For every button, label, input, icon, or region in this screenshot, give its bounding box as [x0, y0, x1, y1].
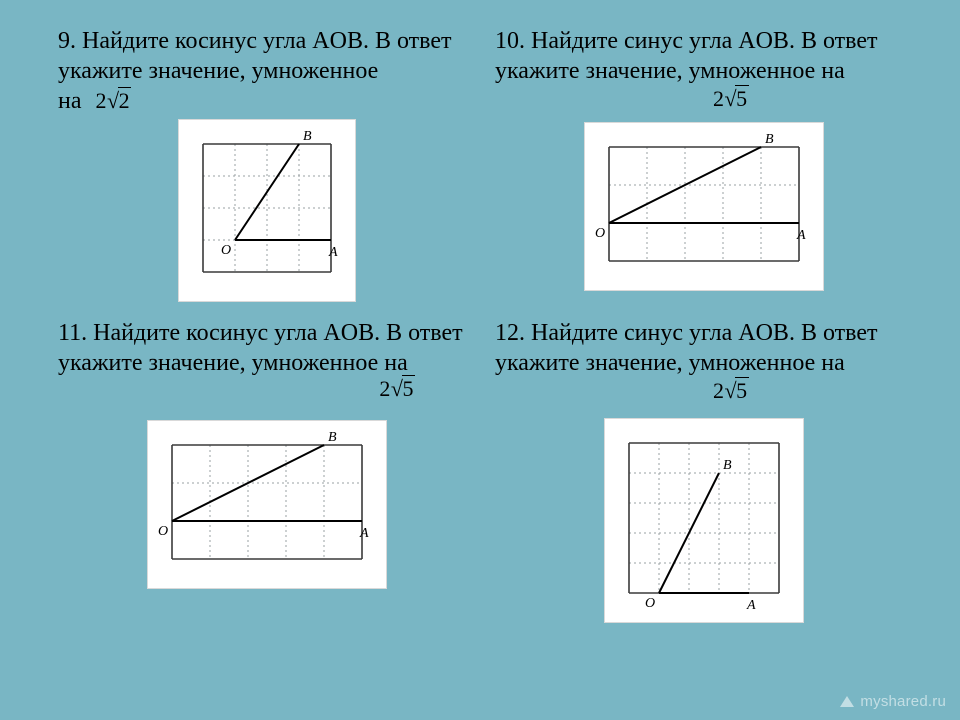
problem-10-figure-wrap: O A B	[495, 122, 912, 291]
problem-10-multiplier: 2√5	[713, 86, 912, 112]
svg-text:O: O	[595, 226, 605, 241]
problem-11-figure: O A B	[147, 420, 387, 589]
problem-9-mult-row: на 2√2	[58, 88, 475, 115]
problem-11-text: 11. Найдите косинус угла AOB. В ответ ук…	[58, 318, 475, 378]
mult-radicand: 5	[735, 377, 749, 403]
svg-text:A: A	[328, 245, 338, 260]
svg-text:A: A	[359, 526, 369, 541]
problem-9-figure-wrap: O A B	[58, 119, 475, 302]
problem-12-text: 12. Найдите синус угла AOB. В ответ укаж…	[495, 318, 912, 378]
diagram-11: O A B	[154, 427, 380, 577]
problem-10-figure: O A B	[584, 122, 824, 291]
diagram-12: O A B	[611, 425, 797, 611]
watermark: myshared.ru	[840, 693, 946, 710]
problem-10-body: Найдите синус угла AOB. В ответ укажите …	[495, 28, 877, 84]
mult-radicand: 5	[402, 375, 416, 401]
watermark-text: myshared.ru	[860, 693, 946, 710]
problem-10: 10. Найдите синус угла AOB. В ответ укаж…	[495, 26, 912, 312]
problem-9: 9. Найдите косинус угла AOB. В ответ ука…	[58, 26, 475, 312]
problem-9-multiplier: 2√2	[96, 88, 132, 114]
problem-9-cont: на	[58, 88, 82, 115]
problem-11-number: 11.	[58, 320, 87, 346]
problem-12: 12. Найдите синус угла AOB. В ответ укаж…	[495, 318, 912, 633]
problem-9-number: 9.	[58, 28, 76, 54]
problem-12-figure: O A B	[604, 418, 804, 623]
mult-coef: 2	[713, 378, 725, 403]
problem-10-number: 10.	[495, 28, 525, 54]
page-grid: 9. Найдите косинус угла AOB. В ответ ука…	[0, 0, 960, 633]
svg-text:A: A	[796, 228, 806, 243]
problem-10-text: 10. Найдите синус угла AOB. В ответ укаж…	[495, 26, 912, 86]
svg-text:B: B	[303, 129, 312, 144]
svg-text:A: A	[746, 598, 756, 611]
problem-11-multiplier: 2√5	[379, 376, 415, 401]
svg-text:O: O	[645, 596, 655, 611]
svg-text:B: B	[328, 430, 337, 445]
problem-11-body: Найдите косинус угла AOB. В ответ укажит…	[58, 320, 463, 376]
problem-11-figure-wrap: O A B	[58, 420, 475, 589]
problem-12-number: 12.	[495, 320, 525, 346]
svg-text:B: B	[765, 132, 774, 147]
play-icon	[840, 696, 854, 707]
problem-12-figure-wrap: O A B	[495, 418, 912, 623]
svg-text:O: O	[221, 243, 231, 258]
problem-9-figure: O A B	[178, 119, 356, 302]
mult-coef: 2	[96, 88, 108, 113]
diagram-10: O A B	[591, 129, 817, 279]
problem-12-body: Найдите синус угла AOB. В ответ укажите …	[495, 320, 877, 376]
problem-12-multiplier: 2√5	[713, 378, 912, 404]
mult-coef: 2	[379, 376, 391, 401]
mult-radicand: 5	[735, 85, 749, 111]
problem-11: 11. Найдите косинус угла AOB. В ответ ук…	[58, 318, 475, 633]
mult-coef: 2	[713, 86, 725, 111]
svg-text:B: B	[723, 458, 732, 473]
mult-radicand: 2	[118, 87, 132, 113]
problem-9-text: 9. Найдите косинус угла AOB. В ответ ука…	[58, 26, 475, 86]
diagram-9: O A B	[185, 126, 349, 290]
svg-text:O: O	[158, 524, 168, 539]
problem-9-body: Найдите косинус угла AOB. В ответ укажит…	[58, 28, 452, 84]
